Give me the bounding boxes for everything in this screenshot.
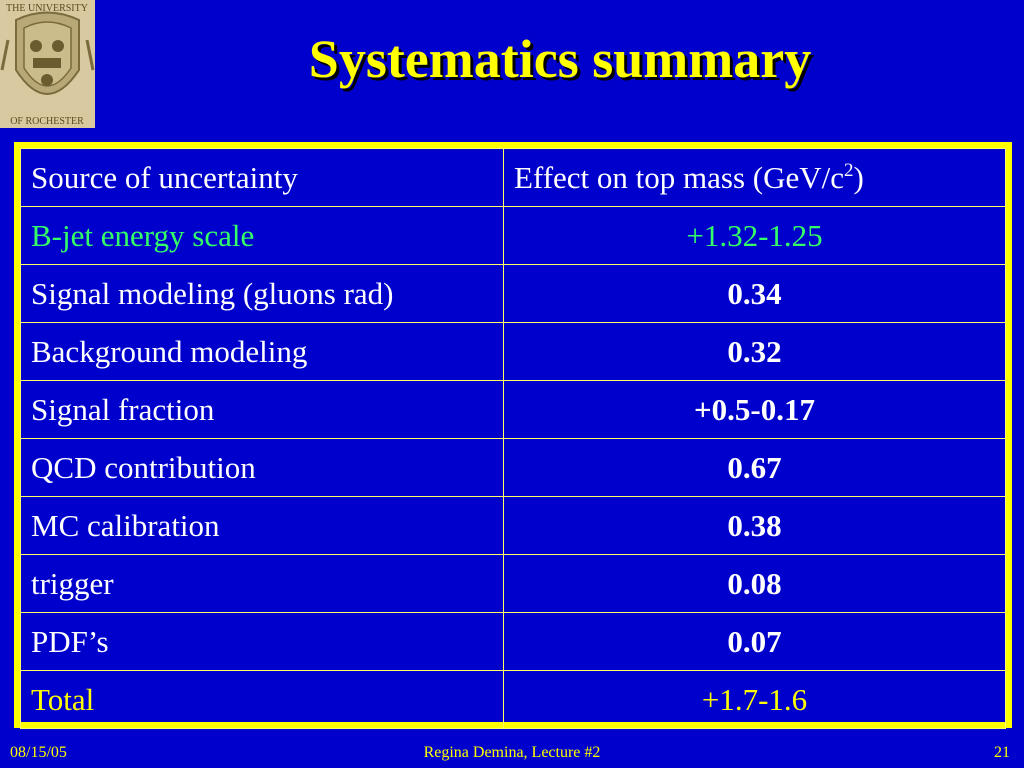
table-row: MC calibration 0.38 [20,496,1006,555]
row-effect: 0.34 [503,264,1006,323]
header-source: Source of uncertainty [20,148,504,207]
row-source: Total [20,670,504,729]
footer-date: 08/15/05 [10,744,67,761]
row-source: PDF’s [20,612,504,671]
row-effect: 0.67 [503,438,1006,497]
table-row: Signal modeling (gluons rad) 0.34 [20,264,1006,323]
row-source: Background modeling [20,322,504,381]
row-effect: 0.32 [503,322,1006,381]
row-source: Signal fraction [20,380,504,439]
header-effect: Effect on top mass (GeV/c2) [503,148,1006,207]
table-row: PDF’s 0.07 [20,612,1006,671]
row-effect: 0.38 [503,496,1006,555]
row-effect: +1.7-1.6 [503,670,1006,729]
row-source: Signal modeling (gluons rad) [20,264,504,323]
table-row: Signal fraction +0.5-0.17 [20,380,1006,439]
systematics-table-frame: Source of uncertainty Effect on top mass… [14,142,1012,729]
footer-page-number: 21 [994,744,1010,761]
row-effect: +1.32-1.25 [503,206,1006,265]
table-row: Background modeling 0.32 [20,322,1006,381]
footer-author: Regina Demina, Lecture #2 [423,744,601,761]
row-effect: +0.5-0.17 [503,380,1006,439]
row-source: trigger [20,554,504,613]
table-row: trigger 0.08 [20,554,1006,613]
svg-text:OF ROCHESTER: OF ROCHESTER [10,116,84,127]
table-header-row: Source of uncertainty Effect on top mass… [20,148,1006,207]
row-source: B-jet energy scale [20,206,504,265]
table-row-total: Total +1.7-1.6 [20,670,1006,729]
table-row: QCD contribution 0.67 [20,438,1006,497]
row-source: MC calibration [20,496,504,555]
row-effect: 0.08 [503,554,1006,613]
svg-text:THE UNIVERSITY: THE UNIVERSITY [6,3,88,14]
slide-title: Systematics summary [308,29,812,89]
systematics-table: Source of uncertainty Effect on top mass… [20,148,1006,729]
table-row: B-jet energy scale +1.32-1.25 [20,206,1006,265]
row-source: QCD contribution [20,438,504,497]
university-seal-logo: THE UNIVERSITY OF ROCHESTER [0,0,95,128]
row-effect: 0.07 [503,612,1006,671]
